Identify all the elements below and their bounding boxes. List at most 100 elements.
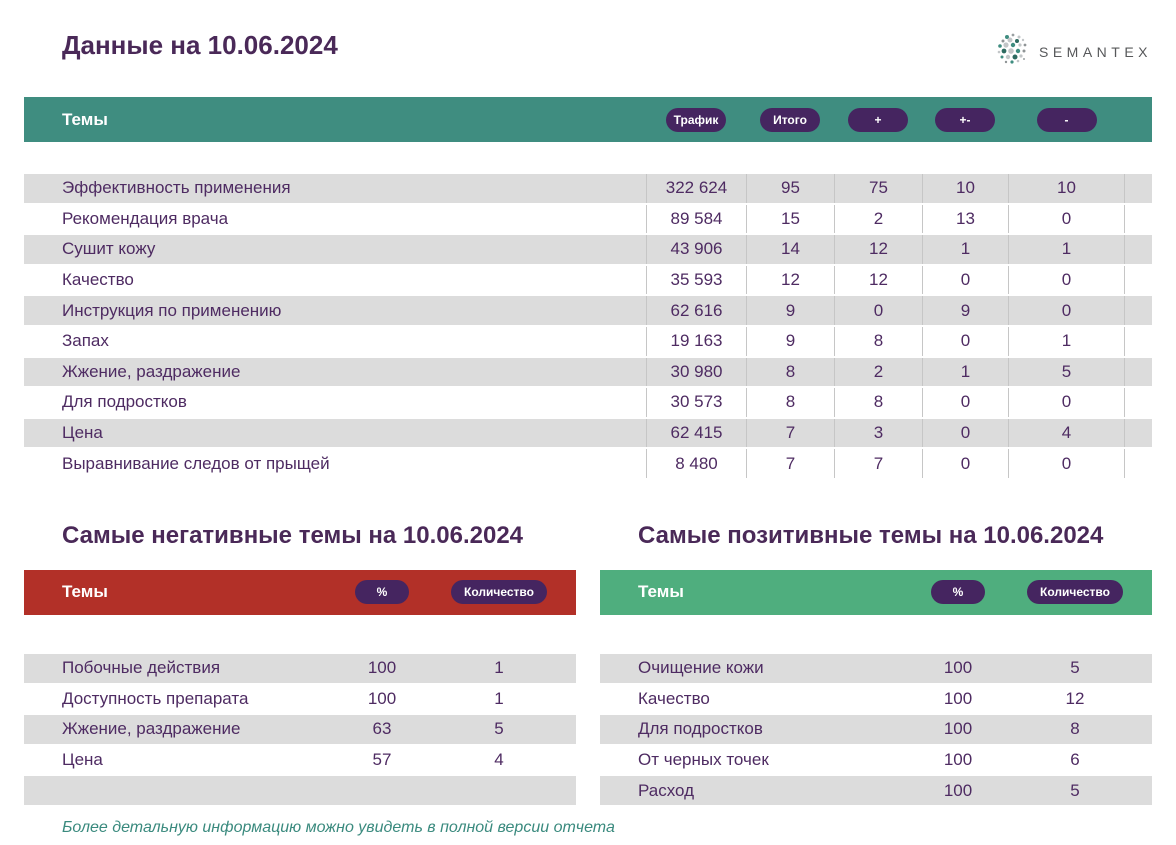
negative-table-header-label: Темы xyxy=(62,582,108,602)
value-cell: 5 xyxy=(494,719,504,739)
semantex-logo-text: SEMANTEX xyxy=(1038,43,1152,60)
column-pill-mixed[interactable]: +- xyxy=(935,107,995,132)
value-cell: 57 xyxy=(372,750,392,770)
value-cell: 100 xyxy=(943,688,973,708)
value-cell: 100 xyxy=(367,658,397,678)
value-cell: 9 xyxy=(746,326,834,356)
value-cell: 12 xyxy=(834,265,922,295)
value-cell: 12 xyxy=(834,235,922,264)
positive-table-row: Качество 100 12 xyxy=(600,685,1152,716)
value-cell: 0 xyxy=(1008,204,1125,234)
value-cell: 100 xyxy=(943,780,973,800)
negative-table-row: Цена 57 4 xyxy=(24,746,576,777)
topic-cell: Доступность препарата xyxy=(62,688,249,708)
value-cell: 9 xyxy=(746,296,834,325)
value-cell: 322 624 xyxy=(646,174,746,203)
value-cell: 5 xyxy=(1070,780,1080,800)
value-cell: 7 xyxy=(834,449,922,478)
column-pill-total[interactable]: Итого xyxy=(760,107,820,132)
value-cell: 0 xyxy=(1008,388,1125,417)
value-cell: 10 xyxy=(922,174,1008,203)
value-cell: 4 xyxy=(1008,418,1125,448)
topic-cell: Цена xyxy=(62,423,103,443)
value-cell xyxy=(442,776,556,805)
topic-cell: Очищение кожи xyxy=(638,658,764,678)
value-cell: 62 616 xyxy=(646,296,746,325)
value-cell: 30 980 xyxy=(646,357,746,387)
main-table-row: Цена 62 415 7 3 0 4 xyxy=(24,418,1152,450)
value-cell: 5 xyxy=(1008,357,1125,387)
column-pill-negative[interactable]: - xyxy=(1036,107,1097,132)
value-cell: 0 xyxy=(1008,296,1125,325)
positive-table-rows: Очищение кожи 100 5 Качество 100 12 Для подрос… xyxy=(600,653,1152,807)
main-table-row: Инструкция по применению 62 616 9 0 9 0 xyxy=(24,296,1152,327)
topic-cell: Сушит кожу xyxy=(62,239,156,259)
page-title: Данные на 10.06.2024 xyxy=(62,30,338,60)
positive-section-title: Самые позитивные темы на 10.06.2024 xyxy=(638,521,1104,549)
value-cell: 89 584 xyxy=(646,204,746,234)
positive-table-header-label: Темы xyxy=(638,582,684,602)
value-cell: 8 xyxy=(834,326,922,356)
value-cell: 9 xyxy=(922,296,1008,325)
main-table-row: Рекомендация врача 89 584 15 2 13 0 xyxy=(24,204,1152,236)
value-cell: 7 xyxy=(746,449,834,478)
value-cell: 6 xyxy=(1070,750,1080,770)
value-cell: 35 593 xyxy=(646,265,746,295)
topic-cell: Побочные действия xyxy=(62,658,221,678)
value-cell: 100 xyxy=(943,750,973,770)
value-cell: 0 xyxy=(922,388,1008,417)
value-cell: 1 xyxy=(1008,326,1125,356)
negative-section-title: Самые негативные темы на 10.06.2024 xyxy=(62,521,524,549)
value-cell: 19 163 xyxy=(646,326,746,356)
value-cell: 0 xyxy=(834,296,922,325)
value-cell: 3 xyxy=(834,418,922,448)
topic-cell: Запах xyxy=(62,331,109,351)
main-table-header-label: Темы xyxy=(62,109,108,129)
positive-count-pill[interactable]: Количество xyxy=(1027,580,1123,605)
topic-cell: Расход xyxy=(638,780,695,800)
value-cell: 100 xyxy=(943,658,973,678)
column-pill-positive[interactable]: + xyxy=(848,107,908,132)
value-cell: 2 xyxy=(834,204,922,234)
negative-table-row: Доступность препарата 100 1 xyxy=(24,685,576,716)
value-cell: 1 xyxy=(922,235,1008,264)
positive-table-row: Очищение кожи 100 5 xyxy=(600,653,1152,685)
footer-note: Более детальную информацию можно увидеть… xyxy=(62,818,615,836)
topic-cell: Выравнивание следов от прыщей xyxy=(62,453,330,473)
value-cell: 2 xyxy=(834,357,922,387)
semantex-logo-icon xyxy=(996,32,1030,71)
topic-cell: Для подростков xyxy=(62,392,187,412)
value-cell: 0 xyxy=(922,265,1008,295)
positive-percent-pill[interactable]: % xyxy=(931,580,985,605)
negative-section: Самые негативные темы на 10.06.2024 Темы… xyxy=(24,522,576,807)
value-cell: 13 xyxy=(922,204,1008,234)
topic-cell: Качество xyxy=(638,688,710,708)
value-cell: 8 480 xyxy=(646,449,746,478)
value-cell: 30 573 xyxy=(646,388,746,417)
negative-table-header-bar: Темы % Количество xyxy=(24,569,576,615)
main-table-row: Выравнивание следов от прыщей 8 480 7 7 0 0 xyxy=(24,449,1152,480)
topic-cell: Жжение, раздражение xyxy=(62,361,241,381)
value-cell: 43 906 xyxy=(646,235,746,264)
negative-count-pill[interactable]: Количество xyxy=(451,580,547,605)
value-cell: 75 xyxy=(834,174,922,203)
value-cell: 8 xyxy=(746,388,834,417)
page-header: Данные на 10.06.2024 xyxy=(24,27,1152,71)
main-table-row: Сушит кожу 43 906 14 12 1 1 xyxy=(24,235,1152,266)
negative-percent-pill[interactable]: % xyxy=(355,580,409,605)
main-table-row: Для подростков 30 573 8 8 0 0 xyxy=(24,388,1152,419)
topic-cell xyxy=(62,776,322,805)
main-table-rows: Эффективность применения 322 624 95 75 10 10 Р… xyxy=(24,174,1152,480)
main-table-row: Запах 19 163 9 8 0 1 xyxy=(24,326,1152,358)
value-cell: 63 xyxy=(372,719,392,739)
main-table-row: Качество 35 593 12 12 0 0 xyxy=(24,265,1152,297)
semantex-logo: SEMANTEX xyxy=(996,32,1152,71)
value-cell: 1 xyxy=(494,658,504,678)
topic-cell: Эффективность применения xyxy=(62,178,291,198)
negative-table-rows: Побочные действия 100 1 Доступность препара… xyxy=(24,653,576,807)
topic-cell: Инструкция по применению xyxy=(62,300,282,320)
value-cell: 7 xyxy=(746,418,834,448)
value-cell: 100 xyxy=(943,719,973,739)
column-pill-traffic[interactable]: Трафик xyxy=(666,107,726,132)
